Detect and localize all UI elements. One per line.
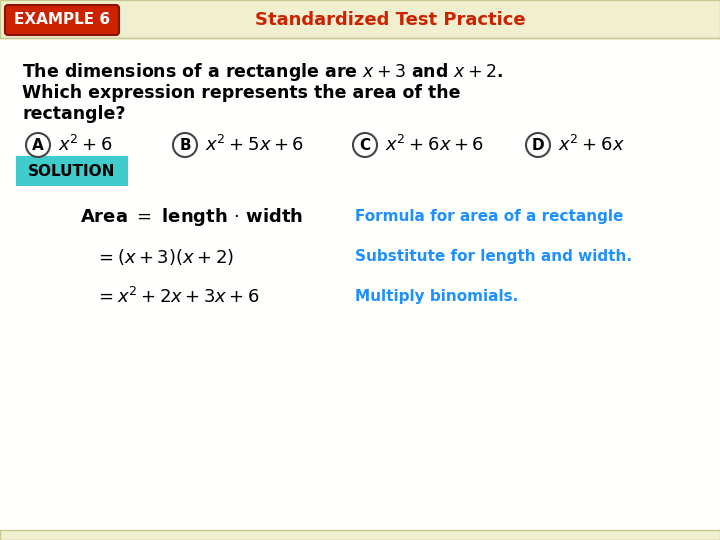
FancyBboxPatch shape: [0, 0, 720, 38]
Text: D: D: [531, 138, 544, 152]
Text: Which expression represents the area of the: Which expression represents the area of …: [22, 84, 461, 102]
Text: EXAMPLE 6: EXAMPLE 6: [14, 12, 110, 28]
Text: The dimensions of a rectangle are $x+3$ and $x+2$.: The dimensions of a rectangle are $x+3$ …: [22, 61, 503, 83]
Text: B: B: [179, 138, 191, 152]
Text: Standardized Test Practice: Standardized Test Practice: [255, 11, 526, 29]
Text: $=x^2+2x+3x+6$: $=x^2+2x+3x+6$: [95, 287, 260, 307]
Text: Substitute for length and width.: Substitute for length and width.: [355, 249, 632, 265]
Text: $x^2+6$: $x^2+6$: [58, 135, 113, 155]
Text: C: C: [359, 138, 371, 152]
Text: Area $=$ length $\cdot$ width: Area $=$ length $\cdot$ width: [80, 206, 303, 228]
Text: SOLUTION: SOLUTION: [28, 164, 116, 179]
Text: Formula for area of a rectangle: Formula for area of a rectangle: [355, 210, 624, 225]
Text: $=(x+3)(x+2)$: $=(x+3)(x+2)$: [95, 247, 234, 267]
Text: A: A: [32, 138, 44, 152]
Text: $x^2+6x+6$: $x^2+6x+6$: [385, 135, 484, 155]
Text: $x^2+6x$: $x^2+6x$: [558, 135, 625, 155]
Text: rectangle?: rectangle?: [22, 105, 125, 123]
FancyBboxPatch shape: [5, 5, 119, 35]
Text: Multiply binomials.: Multiply binomials.: [355, 289, 518, 305]
FancyBboxPatch shape: [0, 530, 720, 540]
FancyBboxPatch shape: [16, 156, 128, 186]
Text: $x^2+5x+6$: $x^2+5x+6$: [205, 135, 304, 155]
